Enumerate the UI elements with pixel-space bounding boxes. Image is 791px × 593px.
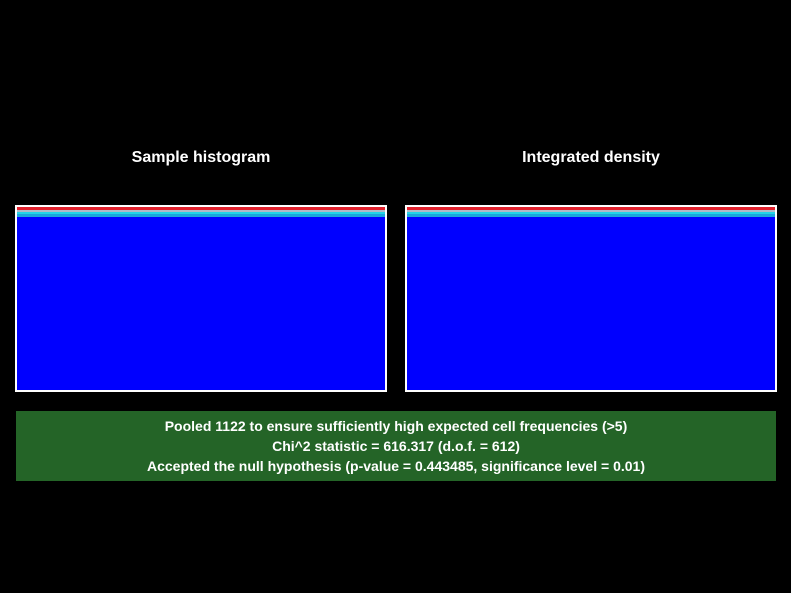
density-band-red — [407, 207, 775, 210]
test-result-box: Pooled 1122 to ensure sufficiently high … — [16, 411, 776, 481]
histogram-band-gray — [17, 210, 385, 212]
pooled-cells-text: Pooled 1122 to ensure sufficiently high … — [164, 418, 628, 434]
density-band-teal — [407, 214, 775, 217]
density-band-cyan — [407, 212, 775, 214]
sample-histogram-plot — [15, 205, 387, 392]
histogram-band-cyan — [17, 212, 385, 214]
integrated-density-plot — [405, 205, 777, 392]
integrated-density-title: Integrated density — [522, 149, 660, 166]
sample-histogram-title: Sample histogram — [131, 149, 271, 166]
histogram-band-red — [17, 207, 385, 210]
hypothesis-result-text: Accepted the null hypothesis (p-value = … — [147, 458, 645, 474]
density-band-gray — [407, 210, 775, 212]
histogram-band-teal — [17, 214, 385, 217]
chi-square-statistic-text: Chi^2 statistic = 616.317 (d.o.f. = 612) — [272, 438, 520, 454]
